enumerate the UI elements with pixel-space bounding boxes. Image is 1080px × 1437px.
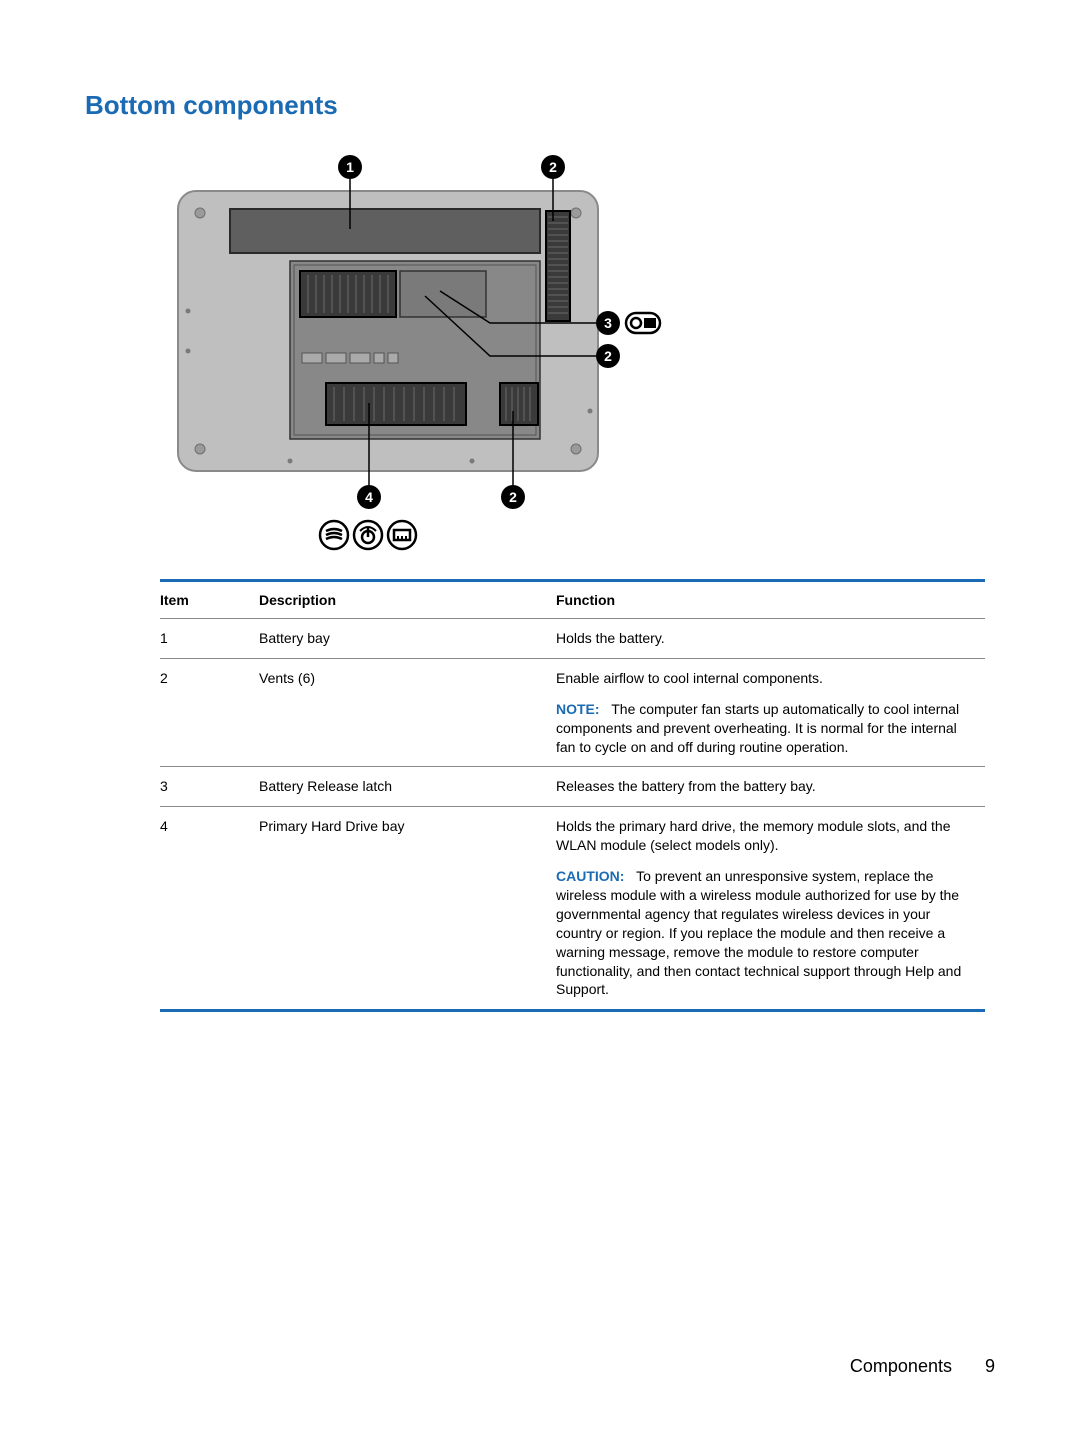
svg-text:1: 1 (346, 159, 354, 175)
function-paragraph: Releases the battery from the battery ba… (556, 777, 977, 796)
cell-description: Primary Hard Drive bay (259, 807, 556, 1011)
svg-text:2: 2 (604, 348, 612, 364)
svg-text:3: 3 (604, 315, 612, 331)
cell-item: 3 (160, 767, 259, 807)
table-row: 3Battery Release latchReleases the batte… (160, 767, 985, 807)
col-item-header: Item (160, 581, 259, 619)
footer-section-label: Components (850, 1356, 952, 1376)
function-paragraph: Enable airflow to cool internal componen… (556, 669, 977, 688)
cell-description: Battery bay (259, 619, 556, 659)
table-row: 4Primary Hard Drive bayHolds the primary… (160, 807, 985, 1011)
caution-text: To prevent an unresponsive system, repla… (556, 868, 961, 997)
cell-item: 2 (160, 658, 259, 767)
cell-description: Battery Release latch (259, 767, 556, 807)
cell-function: Enable airflow to cool internal componen… (556, 658, 985, 767)
table-row: 1Battery bayHolds the battery. (160, 619, 985, 659)
function-paragraph: Holds the primary hard drive, the memory… (556, 817, 977, 855)
svg-text:2: 2 (509, 489, 517, 505)
cell-function: Releases the battery from the battery ba… (556, 767, 985, 807)
section-title: Bottom components (85, 90, 995, 121)
cell-description: Vents (6) (259, 658, 556, 767)
function-paragraph: Holds the battery. (556, 629, 977, 648)
footer-page-number: 9 (985, 1356, 995, 1376)
note-text: The computer fan starts up automatically… (556, 701, 959, 755)
function-paragraph: CAUTION: To prevent an unresponsive syst… (556, 867, 977, 999)
svg-text:2: 2 (549, 159, 557, 175)
page-footer: Components 9 (850, 1356, 995, 1377)
bottom-diagram: 1 2 3 2 4 2 (160, 151, 670, 561)
cell-item: 1 (160, 619, 259, 659)
table-header-row: Item Description Function (160, 581, 985, 619)
caution-label: CAUTION: (556, 868, 624, 884)
function-paragraph: NOTE: The computer fan starts up automat… (556, 700, 977, 757)
components-table: Item Description Function 1Battery bayHo… (160, 579, 985, 1012)
cell-function: Holds the battery. (556, 619, 985, 659)
col-function-header: Function (556, 581, 985, 619)
table-row: 2Vents (6)Enable airflow to cool interna… (160, 658, 985, 767)
cell-function: Holds the primary hard drive, the memory… (556, 807, 985, 1011)
note-label: NOTE: (556, 701, 600, 717)
svg-text:4: 4 (365, 489, 373, 505)
col-description-header: Description (259, 581, 556, 619)
cell-item: 4 (160, 807, 259, 1011)
